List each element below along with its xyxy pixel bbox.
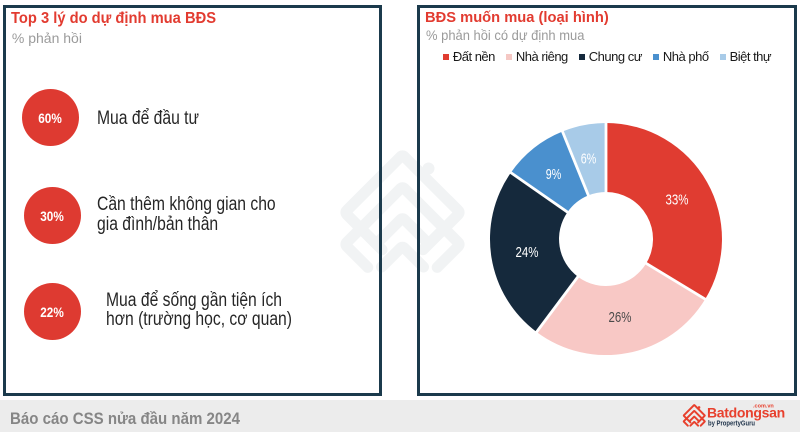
svg-text:by PropertyGuru: by PropertyGuru xyxy=(708,419,755,428)
svg-text:9%: 9% xyxy=(546,166,562,183)
svg-text:24%: 24% xyxy=(516,244,539,261)
svg-text:26%: 26% xyxy=(609,309,632,326)
svg-text:33%: 33% xyxy=(666,192,689,209)
svg-text:6%: 6% xyxy=(581,151,597,168)
svg-text:.com.vn: .com.vn xyxy=(753,404,774,410)
svg-text:Batdongsan: Batdongsan xyxy=(707,405,785,421)
